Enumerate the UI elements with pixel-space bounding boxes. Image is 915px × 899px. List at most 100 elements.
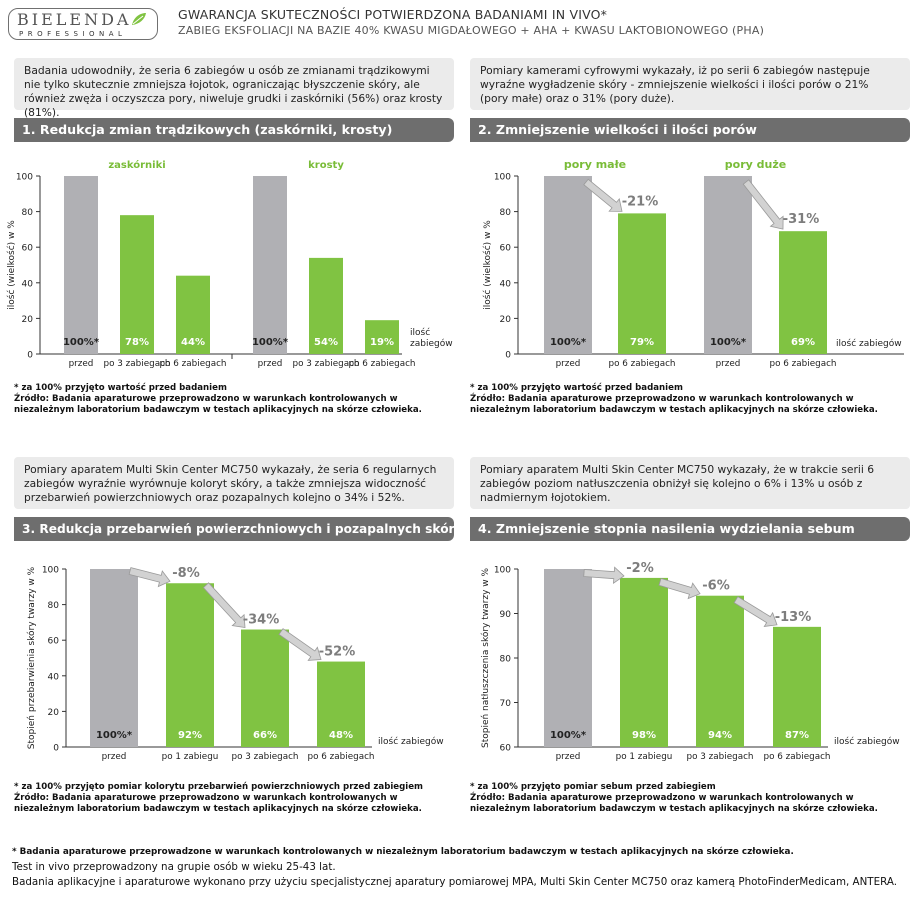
chart3-arrow [202,582,246,628]
chart4-y-tick-label: 60 [500,744,512,754]
chart2-bar [544,176,592,354]
chart3-data-label: 66% [253,730,277,741]
chart1-data-label: 19% [370,337,394,348]
chart1-x-tick-label: po 3 zabiegach [293,359,360,369]
chart-1: 0 20 40 60 80 100 ilość (wielkość) w % zaskórni… [6,159,453,369]
chart3-change-label: -34% [243,613,280,628]
chart3-x-tick-label: po 1 zabiegu [162,752,219,762]
chart1-y-tick-label: 40 [22,279,34,289]
chart-2: 0 20 40 60 80 100 ilość (wielkość) w % pory mał… [482,158,904,369]
chart3-arrow [278,628,322,661]
chart4-arrow [583,566,625,584]
chart2-change-label: -31% [783,212,820,227]
chart4-y-tick-label: 80 [500,655,512,665]
chart2-data-label: 69% [791,337,815,348]
panel-1-note-2: Źródło: Badania aparaturowe przeprowadzo… [14,394,422,415]
chart4-x-tick-label: przed [556,752,581,762]
chart4-bar [620,577,668,747]
chart2-y-tick-label: 0 [505,351,511,361]
chart4-arrow [658,578,701,600]
chart1-y-tick-label: 100 [16,173,33,183]
chart4-x-tick-label: po 6 zabiegach [764,752,831,762]
chart3-y-tick-label: 80 [48,601,60,611]
chart2-data-label: 79% [630,337,654,348]
chart1-bar [176,275,210,354]
chart4-y-tick-label: 90 [500,610,512,620]
panel-2-note-1: * za 100% przyjęto wartość przed badanie… [470,383,683,393]
panel-3-title: 3. Redukcja przebarwień powierzchniowych… [14,517,454,541]
chart4-x-tick-label: po 3 zabiegach [687,752,754,762]
chart2-arrow [583,178,623,212]
chart3-x-axis-label: ilość zabiegów [378,736,444,747]
chart1-bar [309,257,343,354]
panel-3-description: Pomiary aparatem Multi Skin Center MC750… [14,457,454,509]
chart4-y-tick-label: 70 [500,699,512,709]
chart3-x-tick-label: przed [102,752,127,762]
chart2-group-label: pory duże [725,158,786,171]
chart1-data-label: 100%* [252,337,289,348]
chart2-group-label: pory małe [564,158,626,171]
chart2-y-tick-label: 40 [500,279,512,289]
chart3-data-label: 48% [329,730,353,741]
chart4-y-tick-label: 100 [494,566,511,576]
chart4-data-label: 87% [785,730,809,741]
panel-3-notes: * za 100% przyjęto pomiar kolorytu przeb… [14,782,454,815]
panel-2-note-2: Źródło: Badania aparaturowe przeprowadzo… [470,394,878,415]
chart1-group-label: zaskórniki [108,159,165,171]
chart3-change-label: -52% [319,645,356,660]
chart3-y-tick-label: 40 [48,672,60,682]
chart2-change-label: -21% [622,194,659,209]
footer-line-2: Test in vivo przeprowadzony na grupie os… [12,861,336,873]
chart2-y-tick-label: 60 [500,244,512,254]
chart2-y-tick-label: 100 [494,173,511,183]
chart3-y-tick-label: 60 [48,637,60,647]
page-subtitle: ZABIEG EKSFOLIACJI NA BAZIE 40% KWASU MI… [178,24,765,37]
panel-3-note-1: * za 100% przyjęto pomiar kolorytu przeb… [14,782,424,792]
chart1-bar [64,176,98,354]
chart3-bar [241,629,289,747]
panel-2-notes: * za 100% przyjęto wartość przed badanie… [470,383,912,416]
brand-logo: BIELENDA PROFESSIONAL [8,8,158,40]
chart4-change-label: -13% [775,610,812,625]
chart1-y-axis-label: ilość (wielkość) w % [6,220,17,310]
chart1-data-label: 78% [125,337,149,348]
chart3-data-label: 100%* [96,730,133,741]
chart2-x-tick-label: po 6 zabiegach [770,359,837,369]
chart1-y-tick-label: 0 [27,351,33,361]
panel-1-description: Badania udowodniły, że seria 6 zabiegów … [14,58,454,119]
panel-4-description: Pomiary aparatem Multi Skin Center MC750… [470,457,910,509]
chart3-change-label: -8% [172,566,199,581]
chart1-x-tick-label: po 6 zabiegach [160,359,227,369]
chart1-x-tick-label: po 3 zabiegach [104,359,171,369]
chart1-y-tick-label: 60 [22,244,34,254]
chart3-bar [317,661,365,747]
chart4-x-axis-label: ilość zabiegów [834,736,900,747]
panel-4-notes: * za 100% przyjęto pomiar sebum przed za… [470,782,912,815]
chart2-x-tick-label: przed [716,359,741,369]
panel-4-note-2: Źródło: Badania aparaturowe przeprowadzo… [470,793,878,814]
chart1-data-label: 54% [314,337,338,348]
chart4-arrow [733,596,778,627]
chart1-y-tick-label: 20 [22,315,34,325]
chart2-x-tick-label: przed [556,359,581,369]
chart2-bar [779,231,827,354]
chart3-y-tick-label: 20 [48,708,60,718]
chart3-arrow [128,567,171,588]
chart1-x-axis-label-2: zabiegów [410,338,453,349]
footer-line-3: Badania aplikacyjne i aparaturowe wykona… [12,876,897,888]
chart4-data-label: 94% [708,730,732,741]
panel-1-title: 1. Redukcja zmian trądzikowych (zaskórni… [14,118,454,142]
brand-sub: PROFESSIONAL [19,30,127,38]
chart4-bar [544,569,592,747]
chart1-bar [365,320,399,354]
chart1-bar [120,215,154,354]
chart2-y-axis-label: ilość (wielkość) w % [482,220,493,310]
chart1-x-axis-label-1: ilość [410,327,430,338]
chart4-bar [696,595,744,747]
chart1-x-tick-label: po 6 zabiegach [349,359,416,369]
chart3-x-tick-label: po 6 zabiegach [308,752,375,762]
panel-1-note-1: * za 100% przyjęto wartość przed badanie… [14,383,227,393]
chart4-bar [773,626,821,747]
chart3-data-label: 92% [178,730,202,741]
